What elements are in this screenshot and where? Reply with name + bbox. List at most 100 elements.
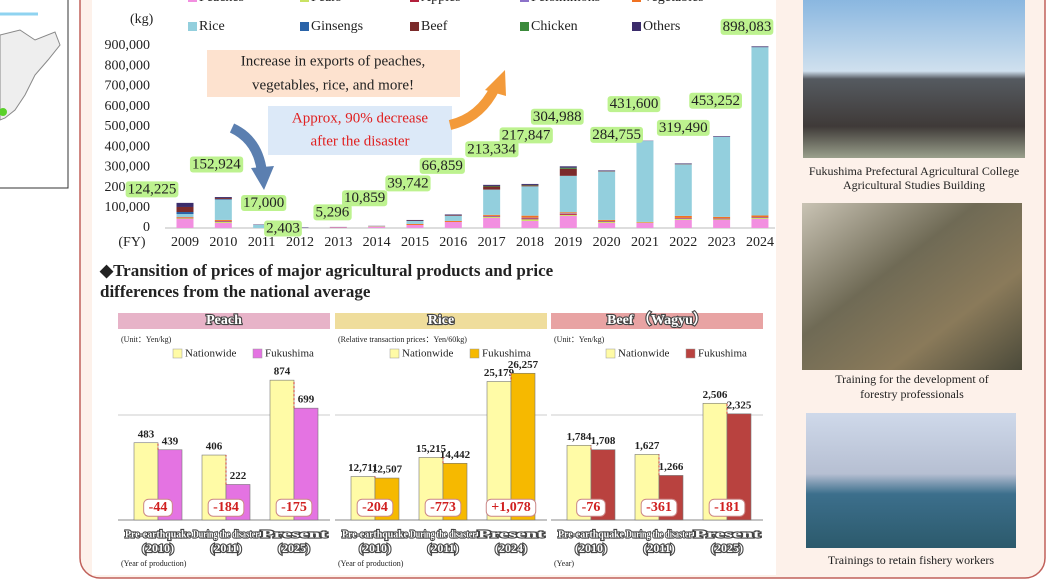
bar-segment — [675, 163, 692, 164]
category-label: Pre-earthquake — [125, 529, 191, 541]
bar-segment — [483, 216, 500, 217]
bar — [511, 373, 535, 520]
legend-label: Chicken — [531, 19, 578, 34]
bar-segment — [483, 190, 500, 215]
bar-segment — [713, 219, 730, 220]
total-label: 304,988 — [533, 109, 582, 125]
bar-segment — [177, 203, 194, 207]
category-label: Pre-earthquake — [342, 529, 408, 541]
total-label: 284,755 — [592, 127, 641, 143]
bar-segment — [521, 186, 538, 215]
photo — [802, 203, 1022, 370]
category-year: (2025) — [278, 541, 310, 555]
legend-swatch — [253, 349, 262, 358]
x-tick-label: 2022 — [669, 235, 697, 250]
bar-segment — [177, 218, 194, 219]
difference-label: -181 — [714, 500, 740, 515]
legend-label: Fukushima — [265, 348, 314, 360]
category-year: (2011) — [210, 541, 241, 555]
bar-segment — [215, 199, 232, 200]
y-tick-label: 900,000 — [105, 38, 151, 53]
bar-segment — [713, 217, 730, 219]
bar-segment — [521, 185, 538, 186]
y-tick-label: 0 — [143, 220, 150, 235]
bar-segment — [713, 137, 730, 217]
x-tick-label: 2024 — [746, 235, 774, 250]
bar-segment — [560, 216, 577, 228]
bar-segment — [560, 176, 577, 212]
bar-segment — [483, 215, 500, 216]
bar-segment — [751, 215, 768, 217]
bar-segment — [445, 222, 462, 228]
legend-swatch — [520, 0, 529, 2]
legend-swatch — [300, 22, 309, 31]
difference-label: -204 — [362, 500, 388, 515]
total-label: 453,252 — [691, 93, 740, 109]
bar-segment — [675, 219, 692, 220]
value-label: 1,784 — [567, 431, 592, 443]
photo — [806, 413, 1016, 548]
y-tick-label: 700,000 — [105, 79, 151, 94]
x-tick-label: 2016 — [439, 235, 467, 250]
bar-segment — [751, 46, 768, 47]
value-label: 439 — [162, 435, 179, 447]
bar-segment — [521, 184, 538, 185]
legend-label: Pears — [311, 0, 341, 5]
legend-swatch — [606, 349, 615, 358]
legend-swatch — [520, 22, 529, 31]
y-tick-label: 100,000 — [105, 200, 151, 215]
bar-segment — [521, 221, 538, 228]
bar-segment — [521, 218, 538, 219]
difference-label: -773 — [430, 500, 456, 515]
difference-label: +1,078 — [491, 500, 530, 515]
value-label: 26,257 — [508, 359, 539, 371]
bar-segment — [215, 198, 232, 199]
bar-segment — [675, 164, 692, 216]
y-tick-label: 300,000 — [105, 160, 151, 175]
annotation: Increase in exports of peaches, — [241, 53, 426, 69]
legend-label: Rice — [199, 19, 225, 34]
value-label: 14,442 — [440, 449, 471, 461]
bar-segment — [445, 221, 462, 222]
y-tick-label: 400,000 — [105, 139, 151, 154]
bar-segment — [406, 224, 423, 225]
legend-label: Nationwide — [618, 348, 669, 360]
bar-segment — [483, 185, 500, 186]
category-label: Present — [694, 529, 761, 541]
chart-title: Beef （Wagyu） — [607, 312, 707, 328]
photo-caption: Trainings to retain fishery workers — [828, 553, 995, 567]
photo-caption: Training for the development of — [835, 372, 989, 386]
bar-segment — [406, 225, 423, 228]
bar-segment — [560, 215, 577, 216]
category-year: (2025) — [711, 541, 743, 555]
bar-segment — [560, 214, 577, 215]
legend-label: Vegetables — [643, 0, 704, 5]
difference-label: -44 — [149, 500, 168, 515]
total-label: 39,742 — [387, 175, 428, 191]
bar-segment — [215, 197, 232, 198]
annotation: Approx, 90% decrease — [292, 110, 429, 126]
bar-segment — [177, 217, 194, 218]
x-tick-label: 2014 — [363, 235, 391, 250]
bar-segment — [445, 215, 462, 216]
legend-label: Nationwide — [185, 348, 236, 360]
chart-title: Rice — [428, 313, 454, 328]
category-label: During the disaster — [626, 529, 692, 541]
bar-segment — [177, 218, 194, 219]
category-year: (2011) — [427, 541, 458, 555]
value-label: 406 — [206, 441, 223, 453]
bar-segment — [636, 223, 653, 228]
total-label: 17,000 — [243, 195, 284, 211]
category-year: (2010) — [359, 541, 391, 555]
bar-segment — [751, 47, 768, 215]
bar-segment — [215, 220, 232, 221]
value-label: 1,266 — [659, 461, 684, 473]
bar-segment — [560, 213, 577, 214]
section-heading: ◆Transition of prices of major agricultu… — [99, 261, 554, 280]
y-axis-label: (kg) — [130, 12, 154, 27]
value-label: 12,507 — [372, 464, 403, 476]
bar-segment — [521, 216, 538, 218]
x-tick-label: 2012 — [286, 235, 314, 250]
bar-segment — [713, 220, 730, 228]
bar-segment — [215, 200, 232, 220]
